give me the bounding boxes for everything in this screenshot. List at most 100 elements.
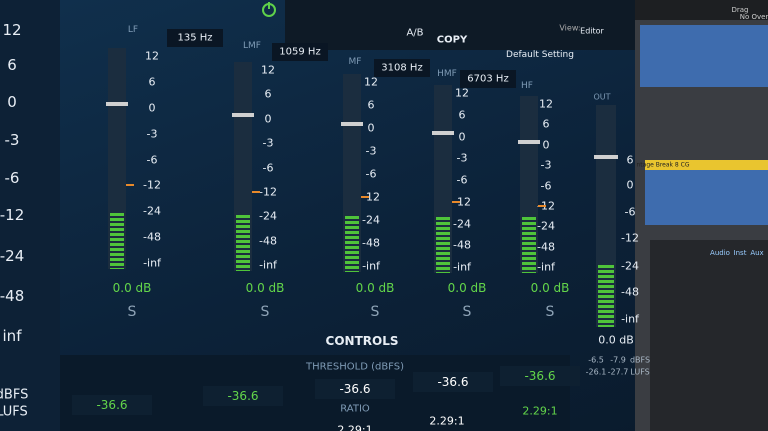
band-frequency: 3108 Hz (381, 62, 423, 74)
scale-label: -3 (365, 144, 377, 158)
power-icon[interactable] (258, 0, 280, 20)
scale-label: -6 (456, 173, 468, 187)
scale-label: 12 (455, 86, 469, 100)
view-select[interactable]: Editor (580, 26, 604, 36)
daw-label: Drag (731, 6, 749, 14)
scale-label: -6 (146, 153, 158, 166)
scale-label: -3 (146, 127, 158, 141)
scale-label: -12 (259, 185, 277, 199)
daw-topbar (635, 0, 768, 20)
scale-label: -48 (621, 285, 639, 299)
solo-button[interactable]: S (127, 304, 137, 320)
ratio-value: 2.29:1 (429, 414, 465, 428)
value-field[interactable] (413, 372, 493, 392)
freq-box[interactable] (460, 70, 516, 88)
scale-label: 6 (148, 75, 156, 89)
scale-label: -inf (143, 256, 161, 270)
scale-label: -inf (362, 259, 380, 273)
scale-label: 0 (367, 121, 375, 135)
fader-handle[interactable] (432, 131, 454, 136)
band-name: HF (521, 81, 533, 91)
loudness-readout: -26.1 (585, 367, 607, 377)
ratio-value: 2.29:1 (522, 404, 558, 418)
solo-button[interactable]: S (462, 304, 472, 320)
fader-handle[interactable] (232, 112, 254, 117)
scale-label: -3 (540, 158, 552, 172)
fader-handle[interactable] (518, 139, 540, 144)
preset-name: Default Setting (506, 50, 574, 60)
freq-box[interactable] (272, 43, 328, 61)
scale-label: -12 (453, 195, 471, 209)
loudness-readout: dBFS (629, 355, 651, 365)
scale-label: 0 (7, 93, 17, 111)
meter-level (236, 215, 250, 271)
band-name: LMF (243, 41, 261, 51)
scale-label: -24 (621, 259, 639, 273)
fader-handle[interactable] (106, 101, 128, 106)
band-gain: 0.0 dB (245, 281, 285, 295)
freq-box[interactable] (167, 29, 223, 47)
band-name: MF (348, 57, 362, 67)
scale-label: -inf (621, 312, 639, 326)
value-field[interactable] (500, 366, 580, 386)
scale-label: -24 (537, 219, 555, 233)
scale-label: -24 (453, 217, 471, 230)
solo-button[interactable]: S (260, 304, 270, 320)
meter-level (436, 217, 450, 273)
scale-label: -3 (456, 151, 468, 165)
clip-header (645, 160, 768, 170)
value-field[interactable] (72, 395, 152, 415)
unit-label: LUFS (0, 404, 28, 420)
scale-label: -inf (453, 260, 471, 274)
scale-label: -3 (262, 136, 274, 150)
band-frequency: 135 Hz (177, 32, 213, 44)
band-frequency: 6703 Hz (467, 73, 509, 85)
freq-box[interactable] (374, 59, 430, 77)
scale-label: -6 (262, 161, 274, 174)
scale-label: 0 (148, 101, 156, 115)
loudness-readout: LUFS (630, 367, 650, 377)
fader-handle[interactable] (594, 155, 618, 159)
audio-region (645, 170, 768, 225)
scale-label: -12 (143, 178, 161, 192)
scale-label: -6 (624, 205, 636, 219)
value-field[interactable] (315, 379, 395, 399)
solo-button[interactable]: S (370, 304, 380, 320)
toolbar (285, 0, 635, 50)
scale-label: 6 (542, 117, 550, 131)
view-label: View: (559, 23, 581, 33)
band-name: LF (127, 25, 139, 35)
daw-tab[interactable]: Aux (750, 249, 764, 257)
scale-label: -12 (537, 199, 555, 213)
scale-label: -6 (365, 167, 377, 181)
ratio-value: 2.29:1 (337, 423, 373, 431)
daw-tab[interactable]: Audio (710, 249, 730, 257)
unit-label: dBFS (0, 387, 29, 403)
daw-tab[interactable]: Inst (733, 249, 747, 257)
scale-label: -6 (4, 169, 20, 187)
scale-label: -48 (537, 240, 555, 254)
scale-label: -24 (143, 204, 161, 218)
controls-toggle[interactable]: CONTROLS (325, 334, 399, 348)
scale-label: 0 (458, 130, 466, 143)
scale-label: -12 (362, 190, 380, 204)
scale-label: -48 (453, 238, 471, 252)
scale-label: -6 (540, 179, 552, 192)
value-field[interactable] (203, 386, 283, 406)
band-name: HMF (437, 69, 457, 79)
scale-label: 12 (2, 21, 22, 39)
scale-label: 6 (367, 98, 375, 112)
inspector (650, 240, 768, 431)
scale-label: -48 (0, 287, 25, 305)
meter-level (522, 217, 536, 273)
ab-button[interactable]: A/B (406, 27, 424, 39)
threshold-value: -36.6 (227, 389, 259, 403)
scale-label: -12 (621, 231, 639, 245)
scale-label: -48 (259, 234, 277, 248)
scale-label: -3 (4, 131, 20, 149)
band-gain: 0.0 dB (530, 281, 570, 295)
solo-button[interactable]: S (545, 304, 555, 320)
scale-label: 0 (626, 178, 634, 192)
copy-button[interactable]: COPY (436, 34, 468, 46)
fader-handle[interactable] (341, 122, 363, 127)
